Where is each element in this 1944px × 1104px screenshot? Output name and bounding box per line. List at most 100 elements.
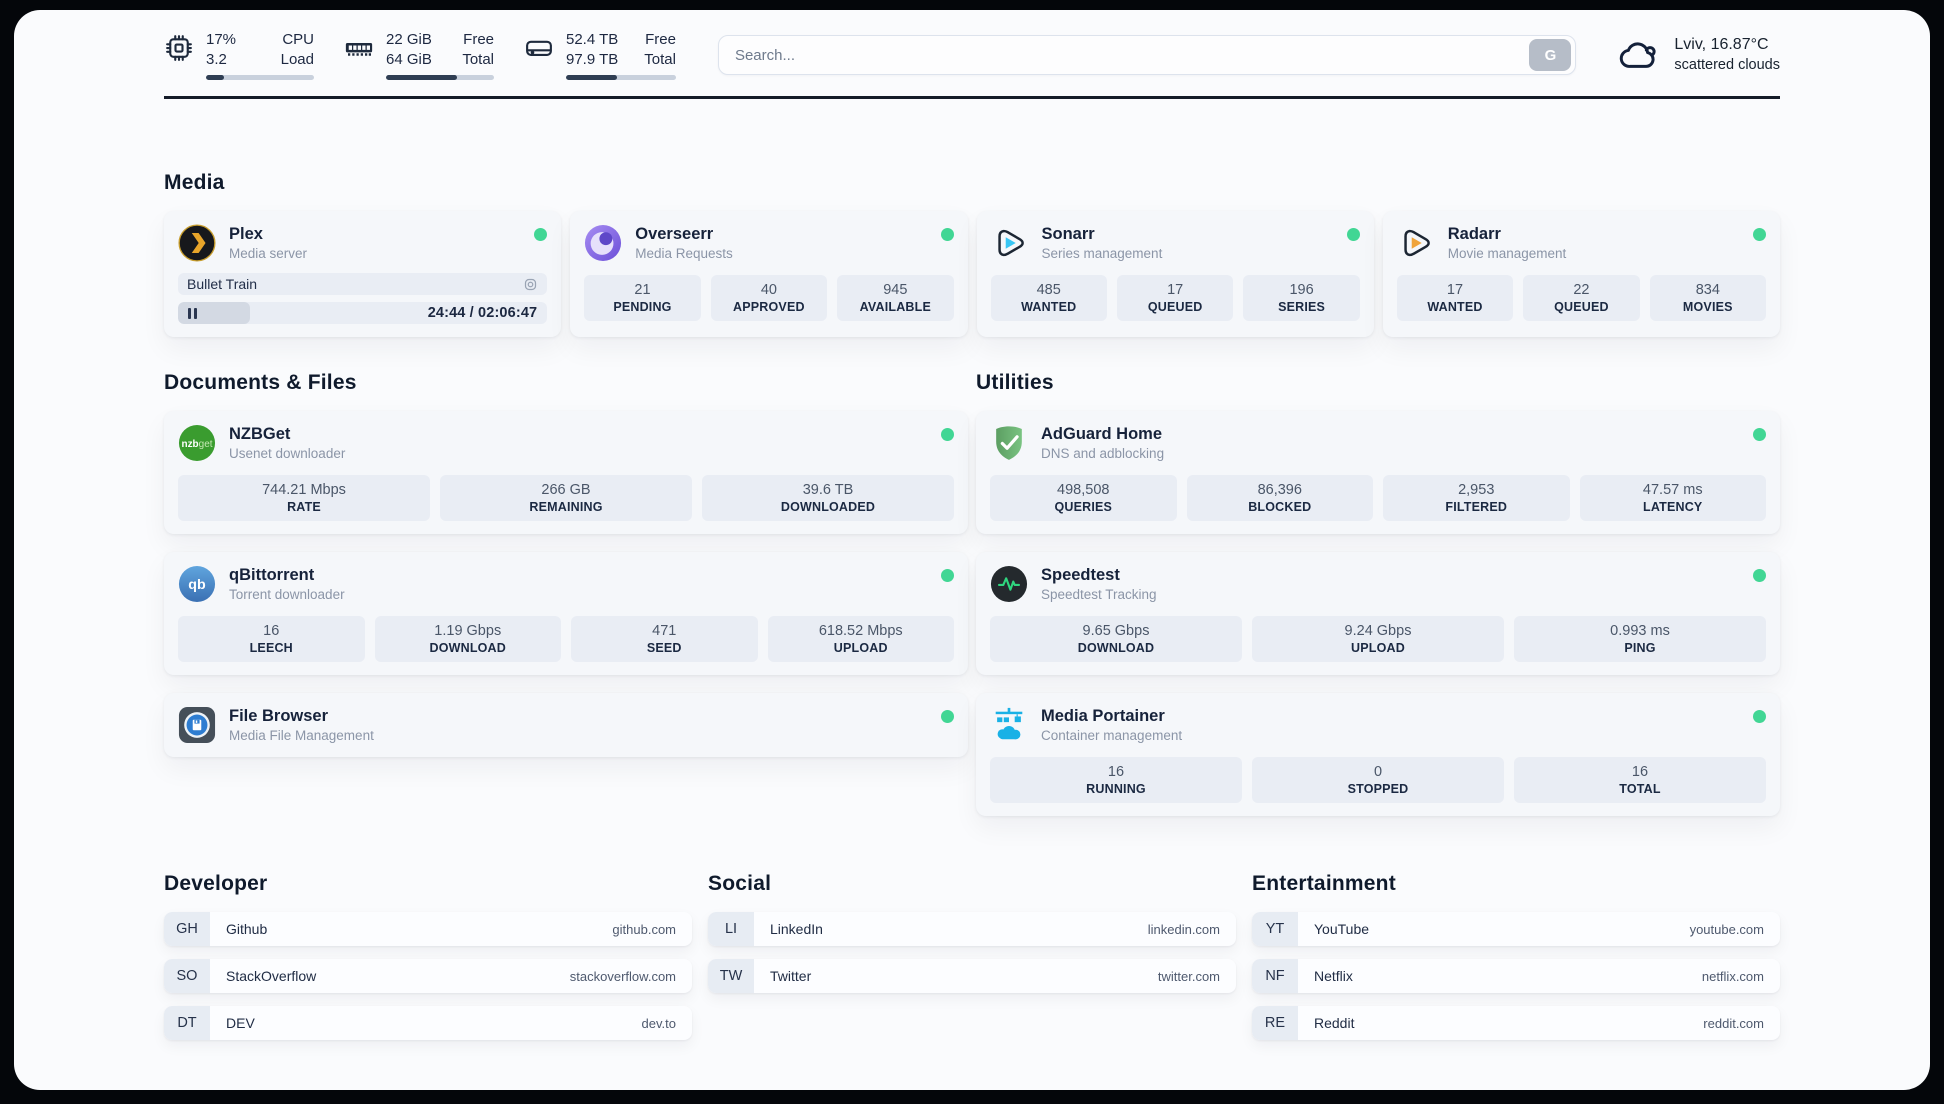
bookmark-url: linkedin.com xyxy=(1147,921,1220,937)
status-dot-online xyxy=(1753,569,1766,583)
stat-upload: 9.24 Gbps UPLOAD xyxy=(1252,616,1504,663)
stat-seed: 471 SEED xyxy=(571,616,758,663)
bookmark-url: stackoverflow.com xyxy=(569,968,676,984)
bookmark-group-social: Social LI LinkedIn linkedin.com TW Twitt… xyxy=(708,872,1236,1053)
session-camera-icon[interactable] xyxy=(523,277,538,292)
service-card-filebrowser[interactable]: File Browser Media File Management xyxy=(164,693,968,758)
service-card-radarr[interactable]: Radarr Movie management 17 WANTED 22 QUE… xyxy=(1382,211,1780,337)
dashboard-page: 17% CPU 3.2 Load xyxy=(14,10,1930,1090)
stat-wanted: 485 WANTED xyxy=(990,275,1107,322)
status-dot-online xyxy=(941,569,954,583)
overseerr-icon xyxy=(584,224,622,262)
service-name: Sonarr xyxy=(1041,224,1095,243)
service-card-speedtest[interactable]: Speedtest Speedtest Tracking 9.65 Gbps D… xyxy=(976,552,1780,676)
stat-stopped: 0 STOPPED xyxy=(1252,757,1504,804)
service-description: Media Requests xyxy=(635,245,733,261)
section-title-developer: Developer xyxy=(164,872,268,896)
cpu-value: 17% xyxy=(206,31,237,48)
memory-total-label: Total xyxy=(462,50,494,68)
qbittorrent-icon: qb xyxy=(178,565,216,603)
bookmark-youtube[interactable]: YT YouTube youtube.com xyxy=(1252,912,1780,947)
sonarr-icon xyxy=(991,224,1029,262)
service-name: Overseerr xyxy=(635,224,714,243)
now-playing-row: Bullet Train xyxy=(178,273,548,295)
stat-upload: 618.52 Mbps UPLOAD xyxy=(767,616,954,663)
memory-total-value: 64 GiB xyxy=(386,50,432,68)
search-input[interactable] xyxy=(717,35,1577,75)
portainer-icon xyxy=(990,706,1028,744)
bookmark-reddit[interactable]: RE Reddit reddit.com xyxy=(1252,1006,1780,1041)
service-description: Speedtest Tracking xyxy=(1041,586,1157,602)
memory-icon xyxy=(344,33,374,63)
svg-text:qb: qb xyxy=(188,577,206,593)
service-card-adguard[interactable]: AdGuard Home DNS and adblocking 498,508 … xyxy=(976,411,1780,535)
bookmark-stackoverflow[interactable]: SO StackOverflow stackoverflow.com xyxy=(164,959,692,994)
filebrowser-icon xyxy=(178,706,216,744)
bookmark-url: github.com xyxy=(612,921,676,937)
bookmark-name: LinkedIn xyxy=(770,921,823,938)
stat-rate: 744.21 Mbps RATE xyxy=(178,475,430,522)
bookmark-twitter[interactable]: TW Twitter twitter.com xyxy=(708,959,1236,994)
bookmark-group-entertainment: Entertainment YT YouTube youtube.com NF … xyxy=(1252,872,1780,1053)
service-name: Speedtest xyxy=(1041,565,1120,584)
resource-widgets: 17% CPU 3.2 Load xyxy=(164,30,676,80)
weather-widget[interactable]: Lviv, 16.87°C scattered clouds xyxy=(1618,34,1780,76)
disk-total-value: 97.9 TB xyxy=(566,50,619,68)
stat-wanted: 17 WANTED xyxy=(1396,275,1514,322)
stat-series: 196 SERIES xyxy=(1243,275,1360,322)
bookmark-abbr: SO xyxy=(164,959,210,994)
service-description: Usenet downloader xyxy=(229,445,346,461)
disk-progress-fill xyxy=(566,75,617,80)
bookmark-dev[interactable]: DT DEV dev.to xyxy=(164,1006,692,1041)
nzbget-icon: nzbget xyxy=(178,424,216,462)
weather-condition: scattered clouds xyxy=(1674,57,1780,74)
bookmark-url: youtube.com xyxy=(1689,921,1764,937)
stat-total: 16 TOTAL xyxy=(1514,757,1766,804)
disk-progress-bar xyxy=(566,75,676,80)
stat-download: 1.19 Gbps DOWNLOAD xyxy=(374,616,561,663)
status-dot-online xyxy=(1753,228,1766,241)
service-card-nzbget[interactable]: nzbget NZBGet Usenet downloader 744.21 M… xyxy=(164,411,968,535)
memory-free-value: 22 GiB xyxy=(386,31,432,48)
bookmark-name: DEV xyxy=(226,1015,255,1032)
bookmark-url: dev.to xyxy=(641,1015,676,1031)
service-description: DNS and adblocking xyxy=(1041,445,1165,461)
disk-free-label: Free xyxy=(645,31,676,48)
pause-icon[interactable] xyxy=(188,307,197,319)
service-card-sonarr[interactable]: Sonarr Series management 485 WANTED 17 Q… xyxy=(976,211,1374,337)
bookmark-abbr: YT xyxy=(1252,912,1298,947)
disk-total-label: Total xyxy=(644,50,676,68)
plex-icon xyxy=(178,224,216,262)
section-title-social: Social xyxy=(708,872,772,896)
disk-icon xyxy=(524,33,554,63)
stat-leech: 16 LEECH xyxy=(178,616,365,663)
bookmark-abbr: NF xyxy=(1252,959,1298,994)
bookmark-group-developer: Developer GH Github github.com SO StackO… xyxy=(164,872,692,1053)
section-title-entertainment: Entertainment xyxy=(1252,872,1396,896)
cpu-label: CPU xyxy=(282,31,314,48)
status-dot-online xyxy=(941,710,954,724)
service-name: Media Portainer xyxy=(1041,706,1165,725)
bookmark-netflix[interactable]: NF Netflix netflix.com xyxy=(1252,959,1780,994)
bookmark-github[interactable]: GH Github github.com xyxy=(164,912,692,947)
service-description: Media File Management xyxy=(229,727,374,743)
service-description: Movie management xyxy=(1447,245,1567,261)
service-card-overseerr[interactable]: Overseerr Media Requests 21 PENDING 40 A… xyxy=(570,211,968,337)
bookmark-url: twitter.com xyxy=(1157,968,1220,984)
service-card-plex[interactable]: Plex Media server Bullet Train xyxy=(164,211,562,337)
search-provider-button[interactable]: G xyxy=(1529,39,1572,71)
service-card-portainer[interactable]: Media Portainer Container management 16 … xyxy=(976,693,1780,817)
stat-ping: 0.993 ms PING xyxy=(1514,616,1766,663)
cpu-progress-bar xyxy=(206,75,314,80)
service-card-qbittorrent[interactable]: qb qBittorrent Torrent downloader 16 LEE… xyxy=(164,552,968,676)
stat-download: 9.65 Gbps DOWNLOAD xyxy=(990,616,1242,663)
bookmark-abbr: LI xyxy=(708,912,754,947)
disk-free-value: 52.4 TB xyxy=(566,31,619,48)
stat-latency: 47.57 ms LATENCY xyxy=(1579,475,1766,522)
bookmark-linkedin[interactable]: LI LinkedIn linkedin.com xyxy=(708,912,1236,947)
service-description: Container management xyxy=(1041,727,1183,743)
bookmark-name: Twitter xyxy=(770,968,812,985)
search-bar: G xyxy=(717,35,1577,75)
now-playing-title: Bullet Train xyxy=(187,276,258,292)
playback-progress-fill xyxy=(178,302,250,324)
